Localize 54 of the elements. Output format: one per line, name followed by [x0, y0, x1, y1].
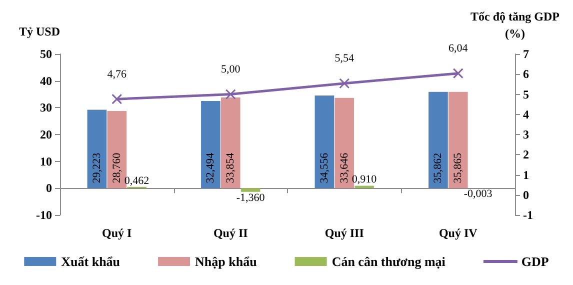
y-tick-label: -10 — [36, 208, 52, 222]
y2-tick-label: -1 — [523, 208, 533, 222]
y-tick-label: 0 — [46, 181, 52, 196]
y2-axis-title: Tốc độ tăng GDP (%) — [470, 10, 560, 40]
data-label: -0,003 — [464, 188, 493, 200]
data-label: 35,862 — [432, 152, 444, 184]
y-tick-label: 20 — [40, 128, 52, 142]
data-label: 34,556 — [318, 152, 330, 184]
y2-tick-label: 5 — [523, 87, 529, 102]
y-tick-label: 50 — [40, 47, 52, 61]
bar — [87, 110, 107, 188]
y2-tick-label: 2 — [523, 148, 529, 162]
legend-label: Nhập khẩu — [195, 254, 257, 269]
bar — [354, 186, 374, 188]
y2-tick-label: 4 — [523, 107, 529, 122]
y2-tick-label: 0 — [523, 188, 529, 202]
point — [452, 68, 464, 79]
legend-label: GDP — [521, 254, 549, 269]
data-label: -1,360 — [236, 192, 266, 204]
data-label: 28,760 — [110, 152, 123, 184]
data-label: 0,910 — [352, 174, 378, 186]
y-tick-label: 30 — [40, 100, 52, 115]
bar — [428, 92, 448, 188]
y-tick-label: 40 — [40, 74, 52, 88]
y-tick-label: 10 — [40, 154, 52, 168]
x-tick-label: Quý I — [102, 226, 132, 240]
x-tick-label: Quý IV — [438, 226, 478, 240]
data-label: 0,462 — [124, 174, 150, 187]
data-label: 29,223 — [90, 152, 103, 184]
point — [112, 94, 122, 104]
bar — [220, 97, 240, 188]
data-label: 6,04 — [448, 42, 468, 55]
data-label: 4,76 — [107, 68, 127, 80]
data-label: 35,865 — [452, 152, 464, 184]
point — [225, 89, 236, 100]
legend-label: Cán cân thương mại — [332, 254, 446, 269]
y-axis-title: Tỷ USD — [18, 24, 60, 38]
data-label: 5,00 — [221, 64, 241, 76]
legend-label: Xuất khẩu — [61, 254, 120, 269]
y2-tick-label: 7 — [523, 47, 529, 61]
bar — [240, 188, 260, 192]
bar — [314, 95, 334, 188]
bar — [201, 100, 220, 188]
point — [339, 78, 350, 89]
y2-tick-label: 1 — [523, 168, 529, 182]
bar — [448, 92, 468, 188]
data-label: 33,646 — [338, 152, 350, 184]
y2-tick-label: 3 — [523, 128, 529, 142]
x-tick-label: Quý II — [213, 226, 248, 240]
data-label: 5,54 — [334, 52, 354, 65]
data-label: 33,854 — [224, 152, 237, 184]
x-tick-label: Quý III — [324, 226, 364, 240]
data-label: 32,494 — [204, 152, 217, 184]
y2-tick-label: 6 — [523, 67, 529, 82]
